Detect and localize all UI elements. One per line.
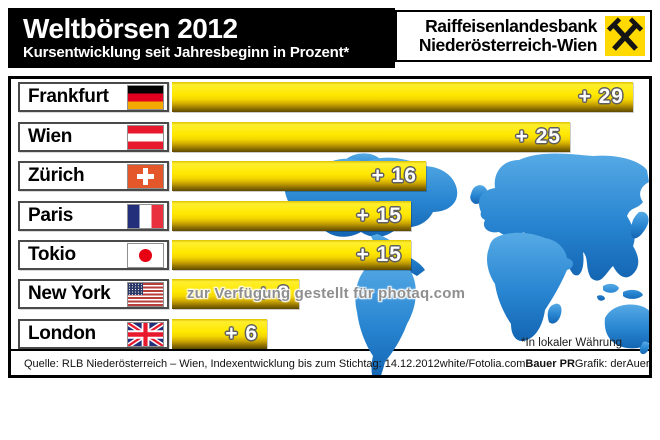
city-name: New York	[28, 283, 111, 304]
value-bar: + 15	[172, 240, 411, 270]
bar-value-label: + 29	[578, 85, 624, 108]
flag-austria-icon	[128, 125, 163, 149]
city-name: Frankfurt	[28, 86, 109, 107]
chart-row: New York + 8	[11, 279, 649, 309]
city-label-box: New York	[18, 279, 169, 309]
grafik-credit: Grafik: derAuer.at	[574, 358, 652, 370]
map-japan	[630, 211, 649, 239]
bar-value-label: + 8	[257, 282, 290, 305]
map-south-america	[355, 260, 416, 375]
value-bar: + 15	[172, 201, 411, 231]
bar-rows: Frankfurt + 29 Wien + 25 Zürich + 16 Paris + 15…	[11, 79, 649, 375]
brand-name: Raiffeisenlandesbank Niederösterreich-Wi…	[418, 16, 598, 55]
city-name: Zürich	[28, 165, 85, 186]
bar-value-label: + 16	[371, 164, 417, 187]
map-madagascar	[547, 303, 562, 324]
value-bar: + 25	[172, 122, 570, 152]
city-label-box: Frankfurt	[18, 82, 169, 112]
city-label-box: Paris	[18, 201, 169, 231]
raiffeisen-giebelkreuz-icon	[605, 16, 645, 56]
chart-row: Paris + 15	[11, 201, 649, 231]
photo-credit: white/Fotolia.com	[439, 358, 526, 370]
bar-value-label: + 6	[225, 322, 258, 345]
flag-japan-icon	[128, 243, 163, 267]
value-bar: + 29	[172, 82, 633, 112]
usa-canton	[128, 282, 143, 295]
bar-value-label: + 15	[356, 243, 402, 266]
city-name: Wien	[28, 126, 73, 147]
pr-credit: Bauer PR	[525, 358, 575, 370]
chart-row: Frankfurt + 29	[11, 82, 649, 112]
value-bar: + 8	[172, 279, 299, 309]
brand-block: Raiffeisenlandesbank Niederösterreich-Wi…	[395, 10, 652, 62]
flag-uk-icon	[128, 322, 163, 346]
flag-france-icon	[128, 204, 163, 228]
footer-divider	[11, 349, 649, 375]
city-label-box: Tokio	[18, 240, 169, 270]
chart-row: Zürich + 16	[11, 161, 649, 191]
value-bar: + 16	[172, 161, 426, 191]
currency-footnote: *In lokaler Währung	[521, 337, 622, 349]
bar-value-label: + 25	[515, 125, 561, 148]
map-eurasia	[478, 153, 649, 281]
page-title: Weltbörsen 2012	[23, 13, 238, 44]
source-text: Quelle: RLB Niederösterreich – Wien, Ind…	[24, 358, 440, 370]
flag-switzerland-icon	[128, 164, 163, 188]
city-label-box: Wien	[18, 122, 169, 152]
map-africa	[487, 232, 573, 342]
watermark: zur Verfügung gestellt für photaq.com	[186, 285, 466, 302]
source-bar: Quelle: RLB Niederösterreich – Wien, Ind…	[11, 353, 649, 375]
city-name: Paris	[28, 205, 73, 226]
map-new-zealand	[639, 341, 649, 355]
map-australia	[604, 304, 649, 349]
brand-line2: Niederösterreich-Wien	[418, 35, 598, 55]
flag-usa-icon	[128, 282, 163, 306]
chart-board: Frankfurt + 29 Wien + 25 Zürich + 16 Paris + 15…	[8, 76, 652, 378]
map-indonesia	[597, 283, 643, 301]
title-block: Weltbörsen 2012 Kursentwicklung seit Jah…	[8, 8, 395, 68]
city-label-box: London	[18, 319, 169, 349]
flag-germany-icon	[128, 85, 163, 109]
city-label-box: Zürich	[18, 161, 169, 191]
bar-value-label: + 15	[356, 204, 402, 227]
page-subtitle: Kursentwicklung seit Jahresbeginn in Pro…	[23, 44, 350, 61]
chart-row: London + 6	[11, 319, 649, 349]
chart-row: Wien + 25	[11, 122, 649, 152]
city-name: London	[28, 323, 96, 344]
city-name: Tokio	[28, 244, 76, 265]
brand-line1: Raiffeisenlandesbank	[425, 16, 597, 36]
chart-row: Tokio + 15	[11, 240, 649, 270]
value-bar: + 6	[172, 319, 267, 349]
